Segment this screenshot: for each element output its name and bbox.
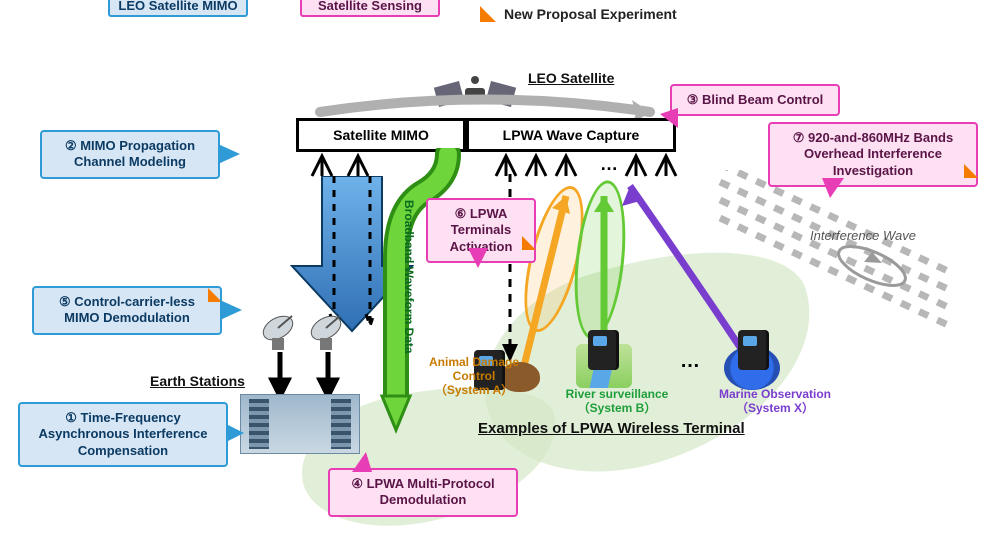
callout-4-text: ④ LPWA Multi-Protocol Demodulation	[351, 476, 494, 507]
satellite-mimo-box: Satellite MIMO	[296, 118, 466, 152]
dish-2-icon	[306, 312, 352, 352]
callout-6-pointer	[468, 248, 488, 268]
legend-proposal: New Proposal Experiment	[480, 6, 677, 22]
callout-2: ② MIMO Propagation Channel Modeling	[40, 130, 220, 179]
interference-wave-label: Interference Wave	[810, 228, 916, 243]
terminal-b-icon	[588, 330, 616, 370]
callout-7-text: ⑦ 920-and-860MHz Bands Overhead Interfer…	[793, 130, 953, 178]
proposal-flag-icon	[480, 6, 496, 22]
callout-5-text: ⑤ Control-carrier-less MIMO Demodulation	[59, 294, 195, 325]
system-b-title: River surveillance	[566, 387, 669, 401]
system-b-sub: （System B）	[578, 401, 657, 415]
servers-icon	[240, 394, 360, 454]
lpwa-capture-text: LPWA Wave Capture	[503, 127, 640, 143]
terminal-x-icon	[738, 330, 766, 370]
system-b-label: River surveillance （System B）	[552, 388, 682, 416]
dish-1-icon	[258, 312, 304, 352]
examples-label: Examples of LPWA Wireless Terminal	[478, 420, 745, 437]
callout-7: ⑦ 920-and-860MHz Bands Overhead Interfer…	[768, 122, 978, 187]
system-x-label: Marine Observation （System X）	[700, 388, 850, 416]
system-a-label: Animal Damage Control （System A）	[424, 356, 524, 397]
callout-6-text: ⑥ LPWA Terminals Activation	[450, 206, 513, 254]
callout-3: ③ Blind Beam Control	[670, 84, 840, 116]
legend-sensing-swatch: Satellite Sensing	[300, 0, 440, 17]
earth-stations-label: Earth Stations	[150, 373, 245, 389]
broadband-label: Broadband Waveform Data	[402, 200, 416, 354]
callout-3-text: ③ Blind Beam Control	[687, 92, 824, 107]
lpwa-capture-box: LPWA Wave Capture	[466, 118, 676, 152]
system-a-title: Animal Damage Control	[429, 355, 519, 383]
callout-1: ① Time-Frequency Asynchronous Interferen…	[18, 402, 228, 467]
legend-proposal-label: New Proposal Experiment	[504, 6, 677, 22]
callout-5: ⑤ Control-carrier-less MIMO Demodulation	[32, 286, 222, 335]
callout-1-text: ① Time-Frequency Asynchronous Interferen…	[38, 410, 207, 458]
leo-satellite-label: LEO Satellite	[528, 70, 614, 86]
callout-5-pointer	[220, 300, 242, 320]
callout-1-pointer	[226, 424, 244, 442]
callout-4-pointer	[352, 452, 372, 472]
satellite-mimo-text: Satellite MIMO	[333, 127, 429, 143]
callout-7-flag-icon	[964, 164, 978, 178]
callout-3-pointer	[660, 108, 678, 128]
legend-leo-mimo-swatch: LEO Satellite MIMO	[108, 0, 248, 17]
callout-6-flag-icon	[522, 236, 536, 250]
dish-to-server-arrows-icon	[258, 350, 358, 400]
system-x-sub: （System X）	[736, 401, 814, 415]
callout-7-pointer	[822, 178, 844, 198]
systems-dots: …	[680, 350, 702, 373]
system-x-title: Marine Observation	[719, 387, 831, 401]
callout-2-text: ② MIMO Propagation Channel Modeling	[65, 138, 195, 169]
callout-4: ④ LPWA Multi-Protocol Demodulation	[328, 468, 518, 517]
callout-2-pointer	[218, 144, 240, 164]
system-a-sub: （System A）	[435, 383, 513, 397]
